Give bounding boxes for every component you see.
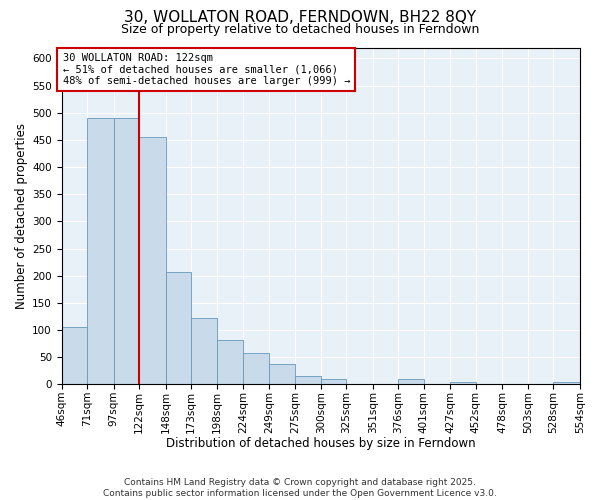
Bar [166, 272, 191, 384]
Bar [139, 137, 166, 384]
X-axis label: Distribution of detached houses by size in Ferndown: Distribution of detached houses by size … [166, 437, 476, 450]
Bar [321, 379, 346, 384]
Bar [398, 379, 424, 384]
Bar [217, 340, 243, 384]
Bar [87, 118, 113, 384]
Y-axis label: Number of detached properties: Number of detached properties [15, 123, 28, 309]
Bar [553, 382, 580, 384]
Bar [113, 118, 139, 384]
Bar [62, 328, 87, 384]
Text: Contains HM Land Registry data © Crown copyright and database right 2025.
Contai: Contains HM Land Registry data © Crown c… [103, 478, 497, 498]
Text: 30, WOLLATON ROAD, FERNDOWN, BH22 8QY: 30, WOLLATON ROAD, FERNDOWN, BH22 8QY [124, 10, 476, 25]
Bar [295, 376, 321, 384]
Text: Size of property relative to detached houses in Ferndown: Size of property relative to detached ho… [121, 22, 479, 36]
Bar [269, 364, 295, 384]
Bar [451, 382, 476, 384]
Bar [243, 353, 269, 384]
Text: 30 WOLLATON ROAD: 122sqm
← 51% of detached houses are smaller (1,066)
48% of sem: 30 WOLLATON ROAD: 122sqm ← 51% of detach… [62, 53, 350, 86]
Bar [191, 318, 217, 384]
